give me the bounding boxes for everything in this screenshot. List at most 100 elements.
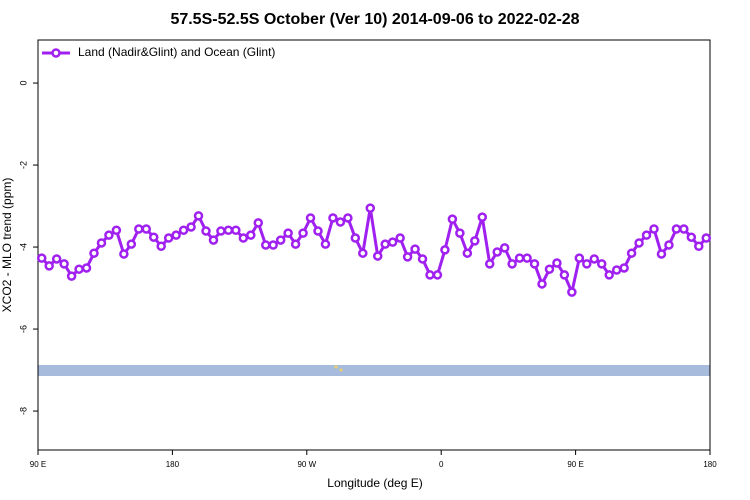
x-tick-label: 180 bbox=[703, 460, 717, 469]
data-point bbox=[216, 226, 226, 236]
data-point bbox=[201, 226, 211, 236]
x-axis-label: Longitude (deg E) bbox=[327, 476, 422, 490]
data-point bbox=[514, 253, 525, 263]
data-point bbox=[253, 218, 264, 228]
data-point bbox=[156, 241, 166, 251]
x-tick-label: 0 bbox=[439, 460, 444, 469]
data-point bbox=[141, 224, 152, 234]
data-point bbox=[679, 224, 689, 234]
data-point bbox=[477, 212, 488, 222]
data-point bbox=[350, 233, 361, 243]
data-point bbox=[604, 270, 614, 280]
data-point bbox=[395, 233, 405, 243]
data-point bbox=[582, 259, 592, 269]
data-point bbox=[305, 213, 316, 223]
data-point bbox=[126, 239, 137, 249]
data-point bbox=[470, 236, 480, 246]
data-point bbox=[81, 263, 92, 273]
data-point bbox=[567, 287, 577, 297]
data-point bbox=[268, 240, 278, 250]
data-point bbox=[447, 214, 458, 224]
data-point bbox=[231, 225, 241, 235]
legend-label: Land (Nadir&Glint) and Ocean (Glint) bbox=[78, 45, 275, 59]
data-point bbox=[36, 253, 47, 263]
data-point bbox=[432, 270, 443, 280]
data-point bbox=[611, 265, 622, 275]
data-point bbox=[694, 241, 704, 251]
data-point bbox=[104, 230, 114, 240]
data-point bbox=[44, 261, 54, 271]
data-point bbox=[402, 252, 413, 262]
y-tick-label: 0 bbox=[18, 81, 28, 86]
data-point bbox=[544, 264, 555, 274]
data-point bbox=[529, 259, 540, 269]
data-point bbox=[574, 253, 585, 263]
data-point bbox=[283, 228, 293, 238]
data-point bbox=[246, 230, 256, 240]
data-point bbox=[365, 203, 376, 213]
data-point bbox=[484, 259, 495, 269]
data-point bbox=[649, 224, 659, 234]
data-point bbox=[425, 270, 435, 280]
series-line bbox=[40, 207, 708, 298]
data-point bbox=[171, 230, 181, 240]
data-point bbox=[499, 243, 510, 253]
data-point bbox=[701, 233, 712, 243]
data-point bbox=[559, 270, 570, 280]
data-point bbox=[335, 217, 346, 227]
data-point bbox=[298, 228, 308, 238]
data-point bbox=[380, 239, 390, 249]
land-dot bbox=[334, 365, 338, 369]
legend-marker bbox=[51, 48, 61, 58]
y-tick-label: -4 bbox=[18, 243, 28, 251]
map-strip bbox=[38, 365, 710, 376]
data-point bbox=[686, 232, 697, 242]
plot-frame bbox=[37, 39, 711, 451]
x-tick-label: 90 W bbox=[297, 460, 316, 469]
data-point bbox=[462, 248, 473, 258]
data-point bbox=[89, 248, 99, 258]
data-point bbox=[372, 251, 383, 261]
data-point bbox=[148, 232, 159, 242]
data-point bbox=[66, 271, 77, 281]
chart-title: 57.5S-52.5S October (Ver 10) 2014-09-06 … bbox=[170, 11, 579, 28]
data-point bbox=[440, 245, 450, 255]
data-point bbox=[260, 240, 271, 250]
y-tick-label: -6 bbox=[18, 325, 28, 333]
data-point bbox=[410, 244, 420, 254]
data-point bbox=[417, 254, 428, 264]
data-point bbox=[134, 224, 144, 234]
data-point bbox=[96, 238, 107, 248]
data-point bbox=[313, 226, 323, 236]
data-point bbox=[74, 264, 84, 274]
y-tick-label: -2 bbox=[18, 161, 28, 169]
data-point bbox=[320, 239, 331, 249]
x-tick-label: 90 E bbox=[567, 460, 583, 469]
x-tick-label: 180 bbox=[166, 460, 180, 469]
data-point bbox=[343, 213, 353, 223]
data-point bbox=[51, 254, 62, 264]
data-point bbox=[111, 225, 122, 235]
data-point bbox=[178, 225, 189, 235]
data-point bbox=[589, 254, 600, 264]
data-point bbox=[455, 228, 465, 238]
data-point bbox=[634, 238, 644, 248]
y-tick-label: -8 bbox=[18, 407, 28, 415]
data-point bbox=[328, 213, 338, 223]
data-point bbox=[193, 211, 204, 221]
data-point bbox=[492, 247, 502, 257]
data-point bbox=[641, 230, 652, 240]
data-point bbox=[208, 235, 219, 245]
data-point bbox=[522, 253, 532, 263]
data-point bbox=[656, 249, 667, 259]
data-point bbox=[537, 279, 547, 289]
data-point bbox=[552, 258, 562, 268]
data-point bbox=[664, 240, 674, 250]
data-point bbox=[619, 263, 629, 273]
data-point bbox=[596, 259, 607, 269]
data-point bbox=[223, 225, 234, 235]
data-point bbox=[59, 259, 69, 269]
data-point bbox=[507, 259, 517, 269]
land-dot bbox=[339, 368, 343, 372]
